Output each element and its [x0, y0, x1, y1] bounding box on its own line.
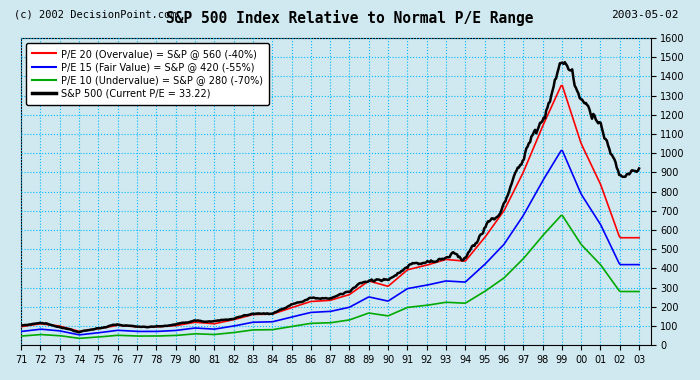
Text: S&P 500 Index Relative to Normal P/E Range: S&P 500 Index Relative to Normal P/E Ran… — [167, 10, 533, 25]
Text: (c) 2002 DecisionPoint.com: (c) 2002 DecisionPoint.com — [14, 10, 176, 19]
Text: 2003-05-02: 2003-05-02 — [612, 10, 679, 19]
Legend: P/E 20 (Overvalue) = S&P @ 560 (-40%), P/E 15 (Fair Value) = S&P @ 420 (-55%), P: P/E 20 (Overvalue) = S&P @ 560 (-40%), P… — [26, 43, 269, 105]
